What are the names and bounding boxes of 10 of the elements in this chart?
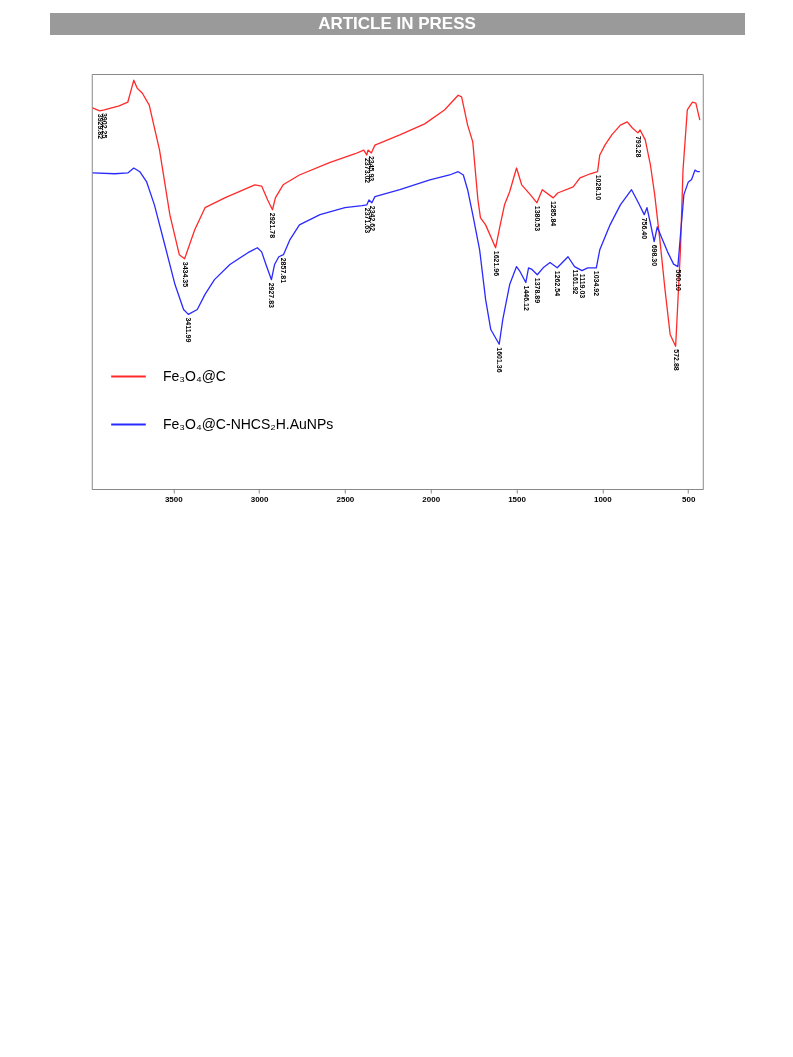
- x-tick-label: 2500: [336, 494, 355, 504]
- x-tick-label: 1500: [508, 494, 527, 504]
- x-tick-label: 1000: [593, 494, 613, 504]
- x-tick-label: 3500: [164, 494, 184, 504]
- x-tick-label: 3000: [250, 494, 270, 504]
- legend-label: Fe₃O₄@C-NHCS₂H.AuNPs: [163, 415, 334, 432]
- legend-label: Fe₃O₄@C: [163, 367, 226, 384]
- text: ARTICLE IN PRESS: [318, 14, 476, 33]
- x-tick-label: 2000: [422, 494, 441, 504]
- x-tick-label: 500: [681, 494, 696, 504]
